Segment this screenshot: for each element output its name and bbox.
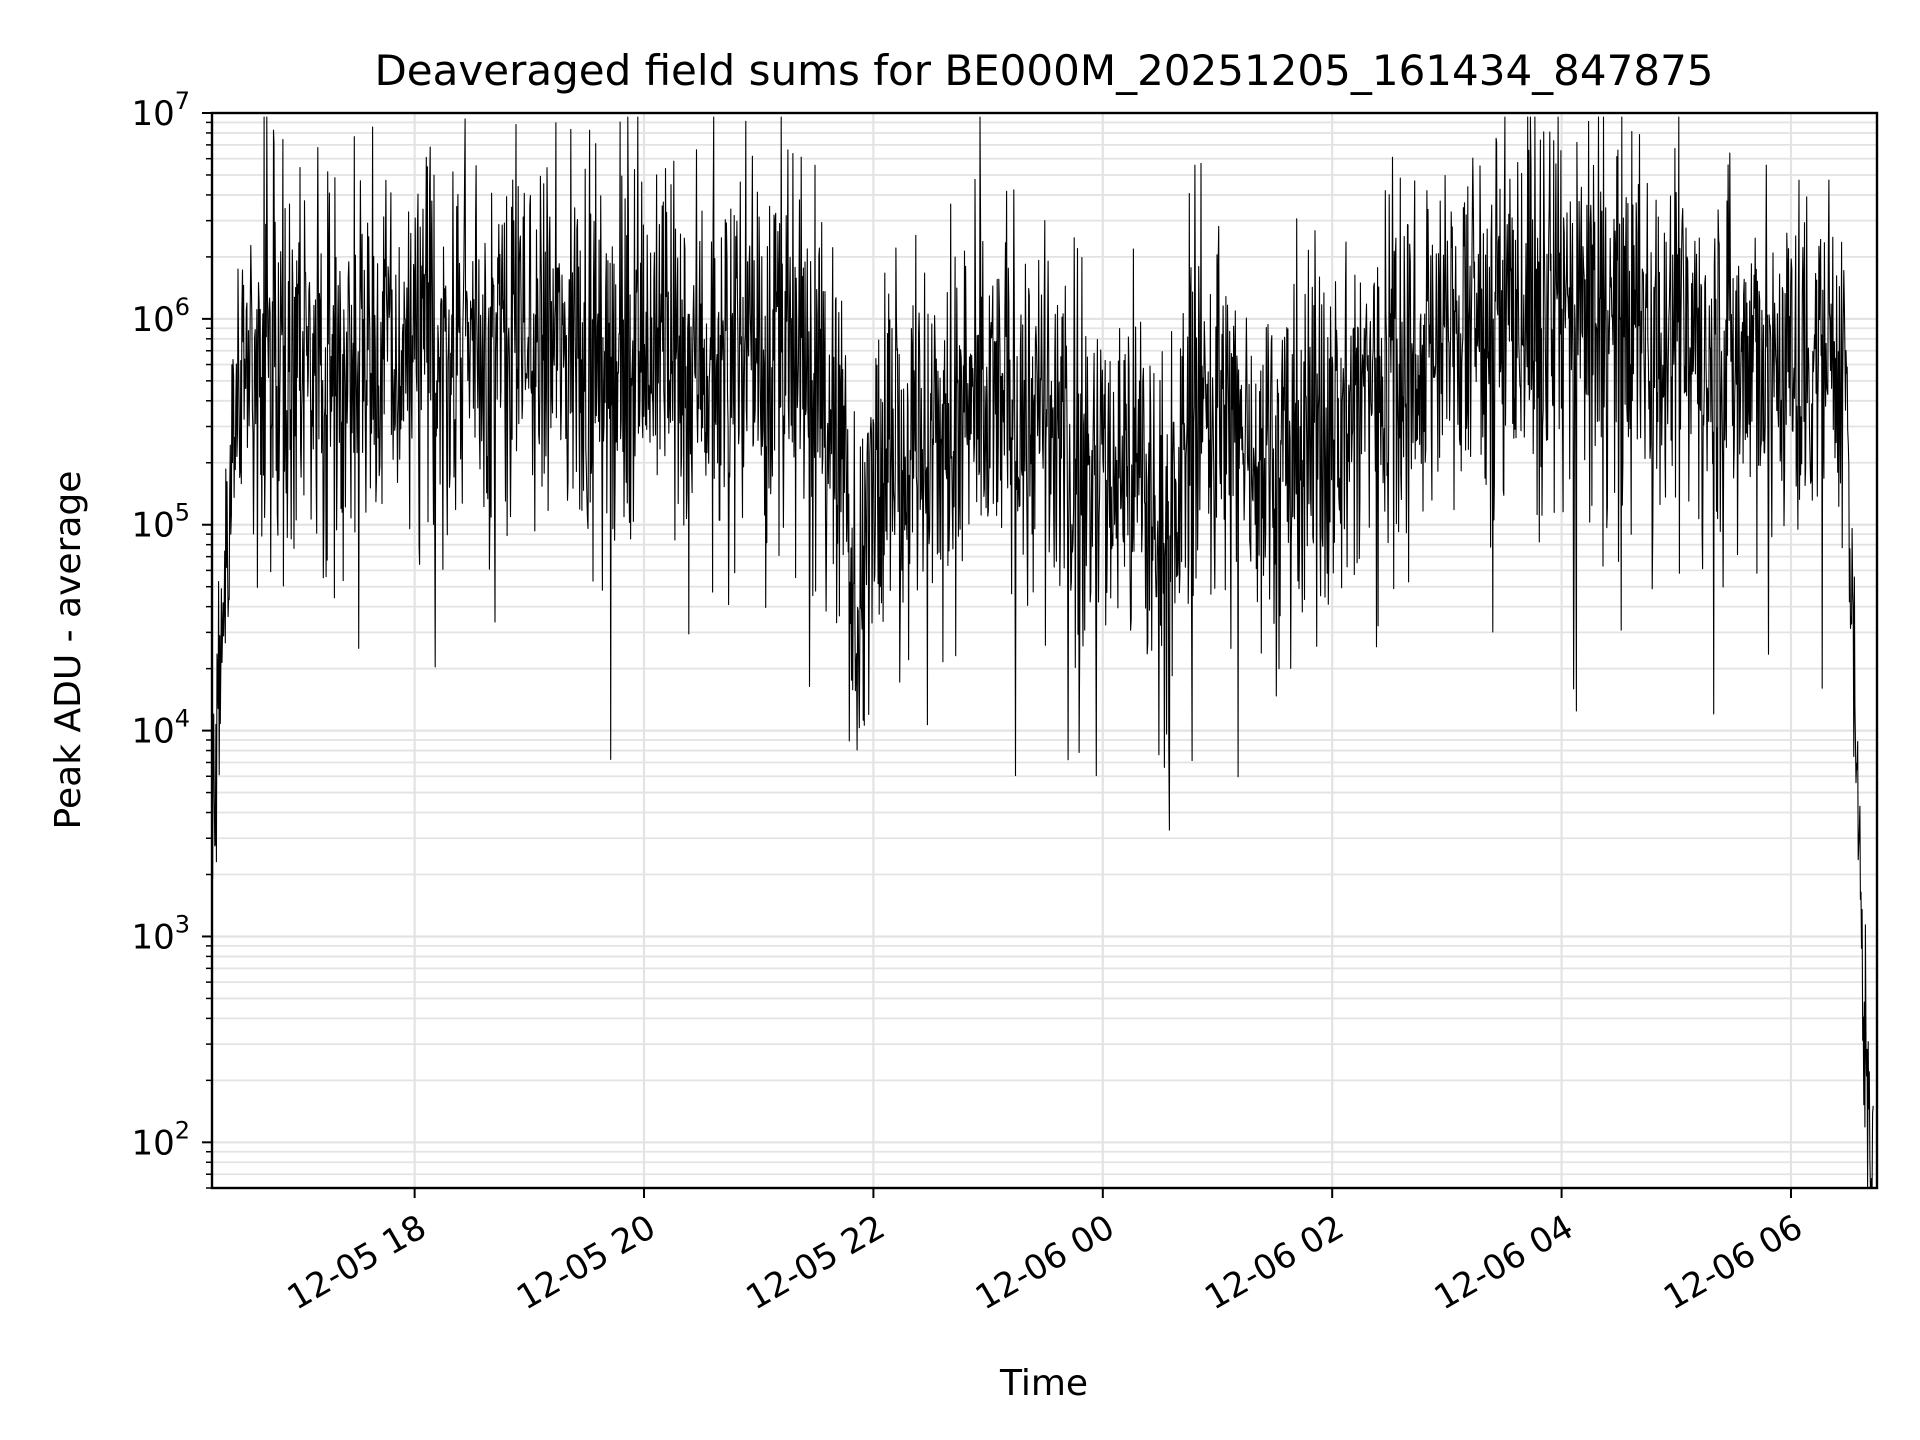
y-tick-label: 104 — [131, 705, 190, 752]
y-tick-exponent: 2 — [175, 1116, 190, 1144]
x-tick-label: 12-05 20 — [510, 1207, 662, 1318]
y-tick-exponent: 7 — [175, 87, 190, 115]
chart-title: Deaveraged field sums for BE000M_2025120… — [374, 46, 1713, 95]
data-series — [211, 116, 1874, 1189]
y-tick-label: 103 — [131, 910, 190, 957]
y-tick-exponent: 5 — [175, 499, 190, 527]
y-tick-base: 10 — [131, 1123, 174, 1163]
y-tick-exponent: 6 — [175, 293, 190, 321]
y-tick-label: 106 — [131, 293, 190, 340]
y-tick-base: 10 — [131, 94, 174, 134]
y-tick-label: 105 — [131, 499, 190, 546]
y-tick-exponent: 4 — [175, 705, 190, 733]
y-axis-label: Peak ADU - average — [48, 471, 89, 830]
x-tick-label: 12-05 18 — [281, 1207, 433, 1318]
x-tick-label: 12-06 02 — [1198, 1207, 1350, 1318]
x-axis-label: Time — [999, 1363, 1088, 1404]
y-tick-exponent: 3 — [175, 910, 190, 938]
y-tick-base: 10 — [131, 917, 174, 957]
y-tick-base: 10 — [131, 712, 174, 752]
y-tick-base: 10 — [131, 506, 174, 546]
x-tick-label: 12-06 06 — [1657, 1207, 1809, 1318]
series-line — [211, 116, 1874, 1189]
y-tick-base: 10 — [131, 300, 174, 340]
y-tick-label: 102 — [131, 1116, 190, 1163]
x-tick-label: 12-06 04 — [1428, 1207, 1580, 1318]
plot-frame — [210, 111, 1879, 1190]
y-tick-label: 107 — [131, 87, 190, 134]
x-tick-label: 12-06 00 — [969, 1207, 1121, 1318]
x-tick-label: 12-05 22 — [740, 1207, 892, 1318]
